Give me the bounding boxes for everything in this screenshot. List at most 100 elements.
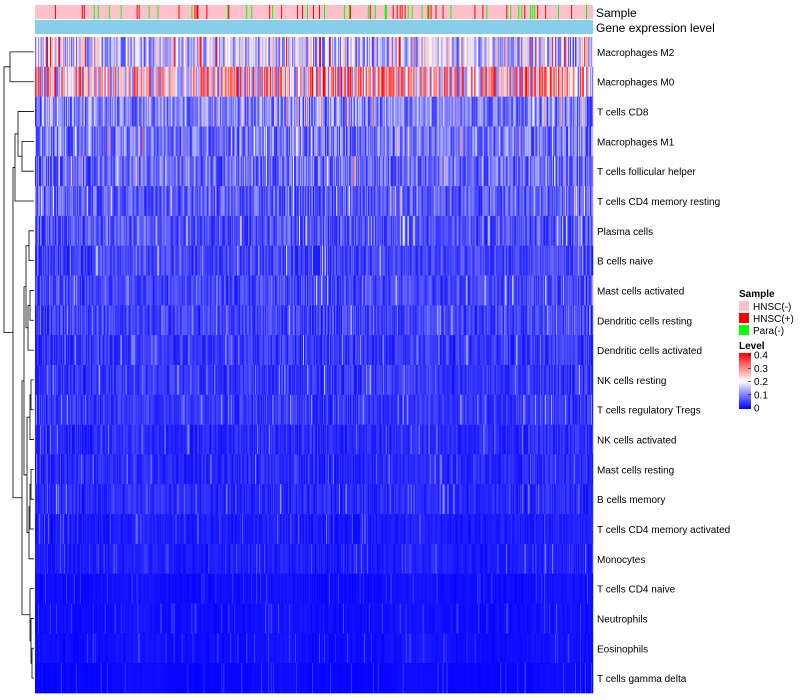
heatmap-cell [115, 126, 117, 157]
sample-annotation-cell [557, 5, 559, 19]
sample-annotation-cell [539, 5, 541, 19]
heatmap-cell [41, 37, 44, 68]
heatmap-cell [322, 37, 325, 68]
heatmap-cell [82, 156, 85, 187]
sample-annotation-cell [487, 5, 489, 19]
sample-annotation-cell [471, 5, 473, 19]
sample-annotation-cell [415, 5, 417, 19]
heatmap-cell [548, 126, 550, 157]
heatmap-cell [376, 37, 379, 68]
heatmap-cell [536, 37, 538, 68]
heatmap-cell [432, 66, 434, 97]
heatmap-cell [409, 126, 411, 157]
sample-annotation-cell [577, 5, 579, 19]
heatmap-cell [101, 156, 104, 187]
heatmap-cell [263, 66, 265, 97]
heatmap-cell [329, 126, 332, 157]
sample-annotation-cell [375, 5, 378, 19]
sample-annotation-cell [88, 5, 91, 19]
sample-annotation-cell [382, 5, 384, 19]
sample-annotation-cell [580, 5, 582, 19]
heatmap-cell [589, 66, 591, 97]
heatmap-cell [236, 126, 238, 157]
heatmap-cell [314, 66, 317, 97]
heatmap-cell [92, 126, 95, 157]
heatmap-cell [312, 66, 314, 97]
heatmap-cell [128, 126, 130, 157]
sample-annotation-cell [142, 5, 144, 19]
heatmap-cell [387, 37, 389, 68]
heatmap-cell [104, 126, 106, 157]
sample-annotation-cell [524, 5, 526, 19]
heatmap-cell [562, 66, 564, 97]
sample-annotation-cell [50, 5, 53, 19]
heatmap-cell [93, 156, 96, 187]
heatmap-cell [100, 126, 103, 157]
heatmap-cell [542, 66, 544, 97]
heatmap-cell [237, 37, 239, 68]
sample-annotation-cell [560, 5, 562, 19]
sample-annotation-cell [534, 5, 536, 19]
heatmap-cell [334, 126, 337, 157]
sample-annotation-cell [452, 5, 454, 19]
sample-annotation-cell [389, 5, 391, 19]
heatmap-cell [229, 37, 231, 68]
heatmap-cell [524, 96, 526, 127]
heatmap-cell [245, 126, 247, 157]
heatmap-cell [466, 126, 468, 157]
heatmap-cell [539, 126, 541, 157]
heatmap-cell [324, 37, 327, 68]
heatmap-cell [256, 66, 258, 97]
heatmap-cell [99, 96, 102, 127]
heatmap-cell [537, 96, 539, 127]
heatmap-cell [550, 37, 552, 68]
heatmap-cell [94, 37, 97, 68]
heatmap-cell [46, 126, 49, 157]
heatmap-cell [503, 37, 505, 68]
heatmap-cell [218, 37, 220, 68]
heatmap-cell [115, 156, 117, 187]
heatmap-cell [404, 37, 406, 68]
heatmap-cell [565, 126, 567, 157]
heatmap-cell [161, 96, 163, 127]
heatmap-cell [432, 96, 434, 127]
heatmap-cell [147, 96, 149, 127]
heatmap-cell [526, 37, 528, 68]
heatmap-cell [423, 126, 425, 157]
sample-annotation-cell [570, 5, 572, 19]
heatmap-cell [532, 96, 534, 127]
heatmap-cell [378, 126, 381, 157]
heatmap-cell [354, 37, 357, 68]
heatmap-cell [317, 37, 320, 68]
heatmap-cell [438, 96, 440, 127]
heatmap-cell [46, 96, 49, 127]
heatmap-cell [92, 66, 95, 97]
heatmap-cell [105, 66, 107, 97]
heatmap-cell [429, 126, 431, 157]
sample-annotation-cell [233, 5, 235, 19]
heatmap-cell [426, 37, 428, 68]
heatmap-cell [166, 37, 168, 68]
heatmap-cell [519, 126, 521, 157]
heatmap-cell [471, 96, 473, 127]
heatmap-cell [266, 96, 268, 127]
heatmap-cell [122, 96, 124, 127]
heatmap-cell [273, 126, 275, 157]
heatmap-cell [192, 37, 194, 68]
heatmap-cell [544, 66, 546, 97]
heatmap-cell [68, 96, 71, 127]
heatmap-cell [105, 37, 107, 68]
sample-annotation-cell [356, 5, 359, 19]
heatmap-cell [545, 66, 547, 97]
heatmap-cell [51, 96, 54, 127]
heatmap-cell [370, 96, 373, 127]
heatmap-cell [336, 66, 339, 97]
heatmap-cell [275, 37, 277, 68]
heatmap-cell [367, 66, 370, 97]
heatmap-cell [577, 37, 579, 68]
heatmap-cell [292, 66, 294, 97]
heatmap-cell [280, 126, 282, 157]
sample-annotation-cell [308, 5, 310, 19]
heatmap-cell [446, 126, 448, 157]
heatmap-cell [127, 156, 129, 187]
